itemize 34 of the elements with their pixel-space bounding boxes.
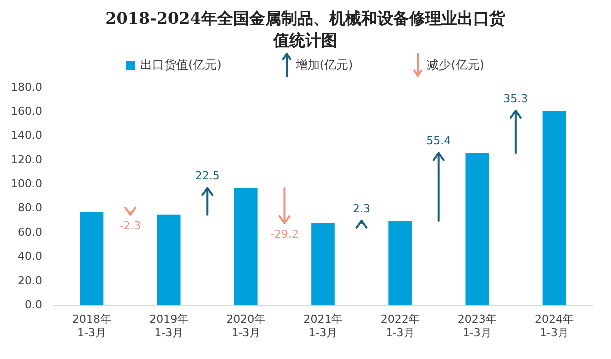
x-tick-label: 2024年 1-3月	[534, 313, 574, 340]
x-tick-label: 2023年 1-3月	[458, 313, 497, 340]
annotation: 55.4	[426, 134, 452, 148]
bar	[80, 212, 104, 306]
annotation: -2.3	[120, 219, 142, 232]
y-tick-label: 160.0	[10, 105, 42, 118]
x-tick-label: 2018年 1-3月	[72, 313, 112, 340]
legend-label: 增加(亿元)	[296, 56, 354, 74]
y-tick-label: 80.0	[18, 202, 42, 215]
bar	[542, 110, 566, 306]
x-tick-label: 2020年 1-3月	[226, 313, 266, 340]
annotation: 2.3	[353, 202, 371, 216]
x-tick-label: 2022年 1-3月	[380, 313, 420, 340]
annotation: 35.3	[504, 92, 528, 106]
x-tick-label: 2019年 1-3月	[150, 313, 189, 340]
annotation: 22.5	[195, 170, 220, 183]
chart-title: 2018-2024年全国金属制品、机械和设备修理业出口货值统计图	[104, 8, 506, 52]
bar	[157, 214, 181, 306]
y-tick-label: 60.0	[18, 226, 42, 239]
y-tick-label: 180.0	[10, 80, 42, 94]
bar	[312, 223, 335, 306]
y-tick-label: 40.0	[18, 250, 42, 264]
y-tick-label: 100.0	[10, 178, 42, 191]
y-tick-label: 0.0	[24, 298, 42, 312]
bar	[234, 188, 258, 306]
y-tick-label: 20.0	[18, 274, 42, 288]
y-tick-label: 120.0	[10, 153, 42, 166]
legend-label: 出口货值(亿元)	[140, 56, 222, 74]
y-tick-label: 140.0	[10, 129, 42, 142]
x-tick-label: 2021年 1-3月	[304, 313, 343, 340]
legend-label: 减少(亿元)	[427, 56, 485, 74]
bar	[388, 220, 412, 306]
bar	[466, 153, 490, 306]
annotation: -29.2	[270, 228, 299, 241]
